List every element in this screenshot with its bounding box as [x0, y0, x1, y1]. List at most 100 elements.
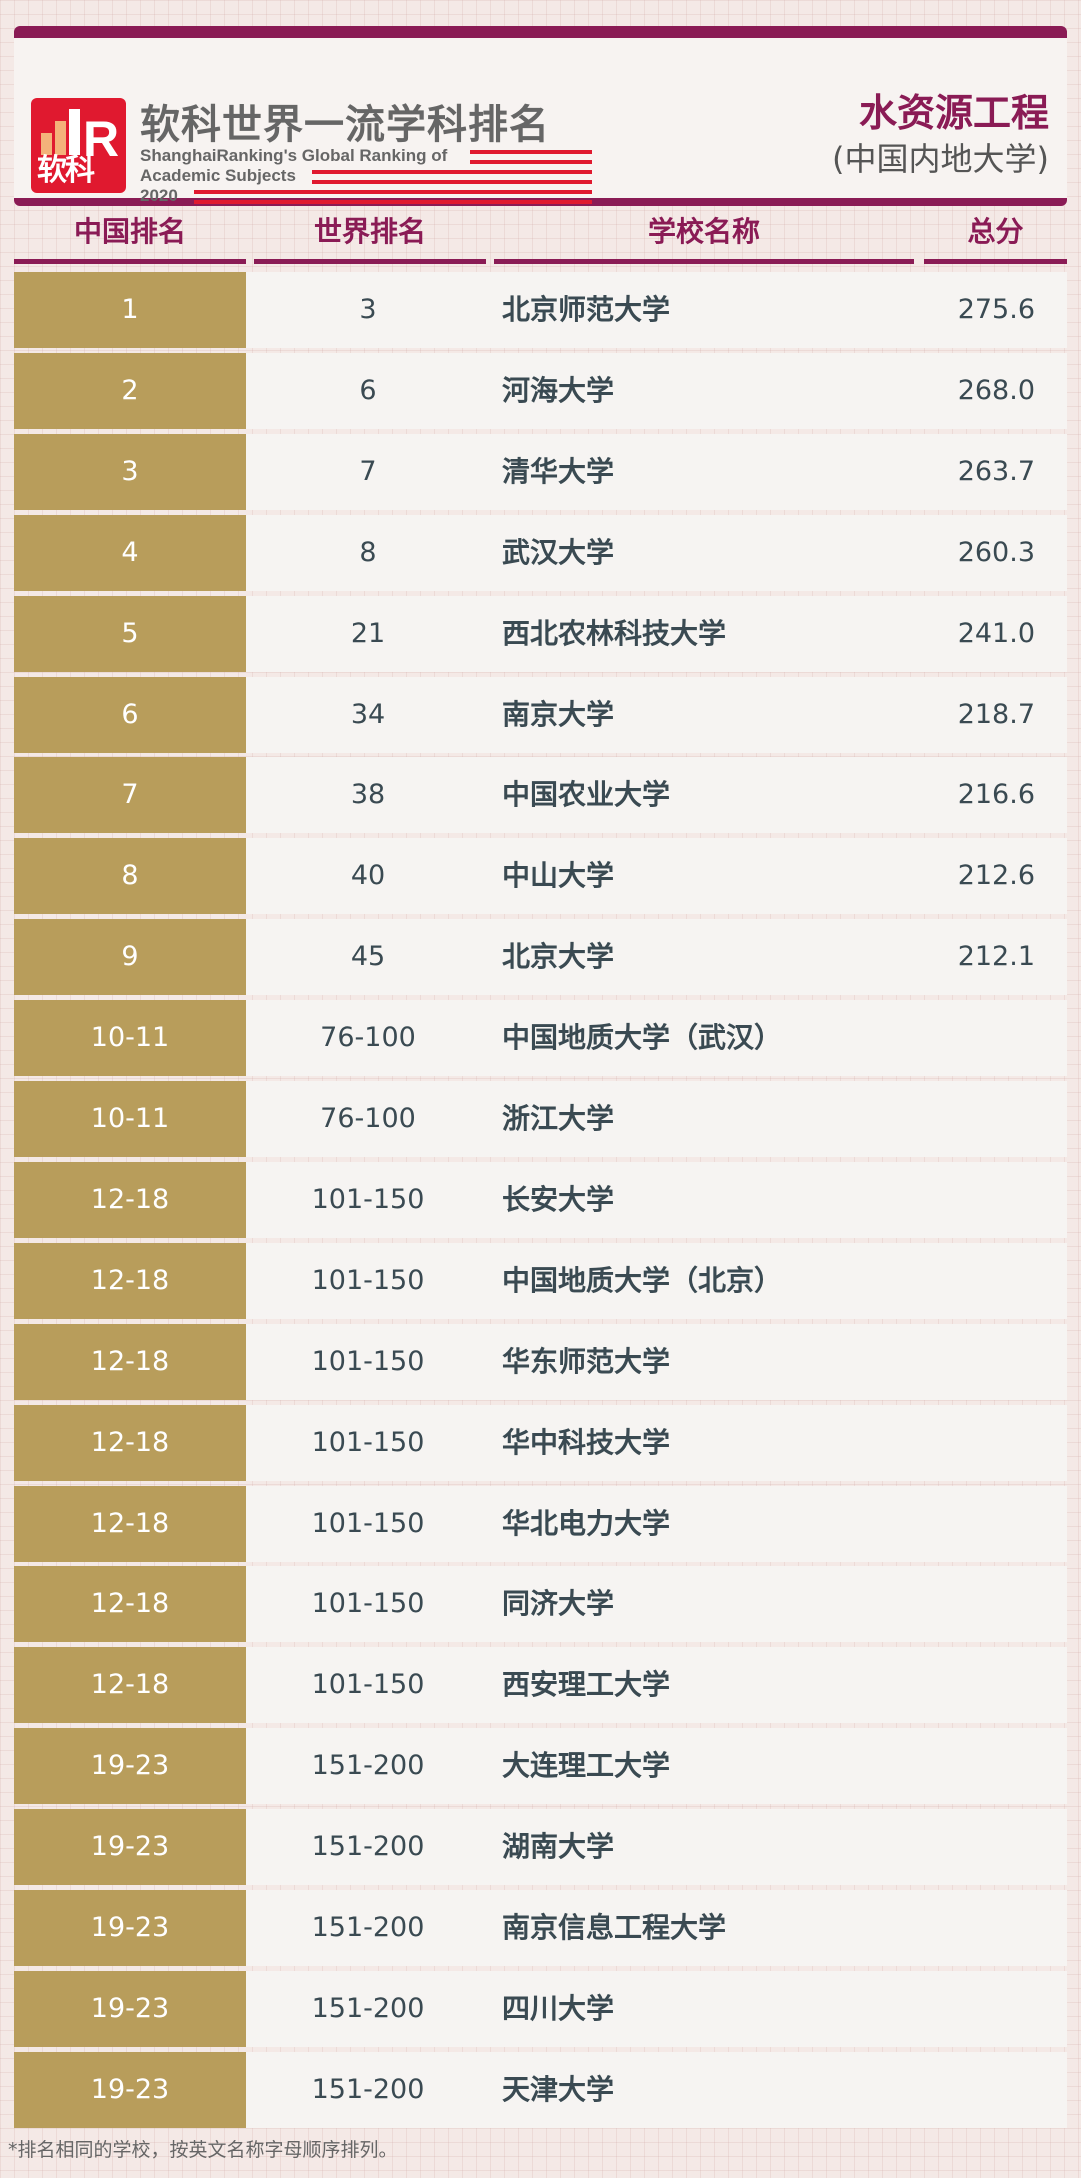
- red-stripe: [312, 170, 592, 184]
- table-row: 4 8 武汉大学 260.3: [14, 514, 1067, 591]
- header-card: R 软科 软科世界一流学科排名 ShanghaiRanking's Global…: [14, 26, 1067, 206]
- total-score: 260.3: [957, 536, 1035, 568]
- total-score: 241.0: [957, 617, 1035, 649]
- school-name: 大连理工大学: [502, 1749, 671, 1783]
- table-row: 19-23 151-200 天津大学: [14, 2051, 1067, 2128]
- column-header-china-rank: 中国排名: [14, 210, 246, 264]
- column-header-school-name: 学校名称: [494, 210, 914, 264]
- table-row: 12-18 101-150 华北电力大学: [14, 1485, 1067, 1562]
- school-name: 清华大学: [502, 454, 615, 488]
- world-rank: 3: [359, 294, 377, 325]
- table-row: 19-23 151-200 四川大学: [14, 1970, 1067, 2047]
- china-rank: 19-23: [14, 1809, 246, 1886]
- total-score: 212.1: [957, 941, 1035, 973]
- china-rank: 8: [14, 838, 246, 915]
- china-rank: 19-23: [14, 1970, 246, 2047]
- china-rank: 10-11: [14, 1081, 246, 1157]
- world-rank: 151-200: [311, 1750, 425, 1782]
- school-name: 北京大学: [502, 940, 615, 974]
- world-rank: 101-150: [311, 1669, 425, 1701]
- shanghairanking-logo: R 软科: [31, 98, 126, 193]
- subject-title: 水资源工程: [858, 91, 1049, 135]
- china-rank: 19-23: [14, 1890, 246, 1966]
- school-name: 西北农林科技大学: [502, 616, 727, 650]
- school-name: 武汉大学: [502, 535, 615, 569]
- table-row: 10-11 76-100 中国地质大学（武汉）: [14, 1000, 1067, 1077]
- table-row: 19-23 151-200 南京信息工程大学: [14, 1890, 1067, 1966]
- school-name: 西安理工大学: [502, 1668, 671, 1702]
- china-rank: 6: [14, 676, 246, 753]
- table-row: 12-18 101-150 中国地质大学（北京）: [14, 1242, 1067, 1319]
- table-row: 19-23 151-200 湖南大学: [14, 1809, 1067, 1886]
- world-rank: 101-150: [311, 1345, 425, 1377]
- world-rank: 151-200: [311, 2073, 425, 2105]
- logo-bar: [41, 133, 52, 155]
- school-name: 华东师范大学: [502, 1344, 671, 1378]
- table-row: 12-18 101-150 同济大学: [14, 1566, 1067, 1643]
- school-name: 北京师范大学: [502, 293, 671, 326]
- table-row: 9 45 北京大学 212.1: [14, 919, 1067, 996]
- school-name: 湖南大学: [502, 1830, 615, 1864]
- total-score: 218.7: [957, 698, 1035, 730]
- china-rank: 2: [14, 352, 246, 429]
- school-name: 南京信息工程大学: [502, 1911, 727, 1944]
- red-stripe: [194, 190, 592, 204]
- table-row: 12-18 101-150 长安大学: [14, 1161, 1067, 1238]
- world-rank: 34: [350, 698, 386, 730]
- school-name: 浙江大学: [502, 1102, 615, 1135]
- world-rank: 8: [359, 536, 377, 568]
- brand-en-line1: ShanghaiRanking's Global Ranking of: [140, 146, 448, 165]
- china-rank: 9: [14, 919, 246, 996]
- brand-year: 2020: [140, 186, 178, 205]
- world-rank: 45: [350, 941, 386, 973]
- school-name: 华北电力大学: [502, 1506, 671, 1540]
- total-score: 263.7: [957, 455, 1035, 487]
- china-rank: 5: [14, 595, 246, 672]
- table-row: 6 34 南京大学 218.7: [14, 676, 1067, 753]
- china-rank: 19-23: [14, 2051, 246, 2128]
- school-name: 中国地质大学（武汉）: [502, 1021, 783, 1055]
- region-subtitle: (中国内地大学): [832, 140, 1049, 178]
- china-rank: 12-18: [14, 1404, 246, 1481]
- china-rank: 10-11: [14, 1000, 246, 1077]
- world-rank: 76-100: [320, 1022, 416, 1054]
- china-rank: 1: [14, 272, 246, 348]
- table-row: 1 3 北京师范大学 275.6: [14, 272, 1067, 348]
- world-rank: 21: [350, 617, 386, 649]
- column-header-total-score: 总分: [924, 210, 1067, 264]
- table-row: 10-11 76-100 浙江大学: [14, 1081, 1067, 1157]
- china-rank: 12-18: [14, 1485, 246, 1562]
- table-row: 2 6 河海大学 268.0: [14, 352, 1067, 429]
- world-rank: 38: [350, 779, 386, 811]
- logo-r: R: [83, 111, 120, 167]
- world-rank: 76-100: [320, 1103, 416, 1134]
- world-rank: 151-200: [311, 1912, 425, 1943]
- china-rank: 7: [14, 757, 246, 834]
- red-stripe: [470, 150, 592, 164]
- school-name: 中山大学: [502, 859, 615, 893]
- table-row: 3 7 清华大学 263.7: [14, 433, 1067, 510]
- world-rank: 101-150: [311, 1588, 425, 1620]
- china-rank: 19-23: [14, 1728, 246, 1805]
- table-row: 5 21 西北农林科技大学 241.0: [14, 595, 1067, 672]
- school-name: 南京大学: [502, 697, 615, 731]
- total-score: 212.6: [957, 860, 1035, 892]
- column-header-world-rank: 世界排名: [254, 210, 486, 264]
- school-name: 同济大学: [502, 1587, 615, 1621]
- china-rank: 12-18: [14, 1323, 246, 1400]
- china-rank: 3: [14, 433, 246, 510]
- world-rank: 151-200: [311, 1831, 425, 1863]
- total-score: 216.6: [957, 779, 1035, 811]
- school-name: 天津大学: [502, 2072, 615, 2106]
- school-name: 长安大学: [502, 1182, 615, 1216]
- school-name: 华中科技大学: [502, 1425, 671, 1459]
- brand-title: 软科世界一流学科排名: [140, 102, 550, 148]
- world-rank: 101-150: [311, 1426, 425, 1458]
- table-row: 12-18 101-150 西安理工大学: [14, 1647, 1067, 1724]
- china-rank: 4: [14, 514, 246, 591]
- school-name: 河海大学: [502, 373, 615, 407]
- table-row: 19-23 151-200 大连理工大学: [14, 1728, 1067, 1805]
- china-rank: 12-18: [14, 1566, 246, 1643]
- world-rank: 40: [350, 860, 386, 892]
- table-row: 7 38 中国农业大学 216.6: [14, 757, 1067, 834]
